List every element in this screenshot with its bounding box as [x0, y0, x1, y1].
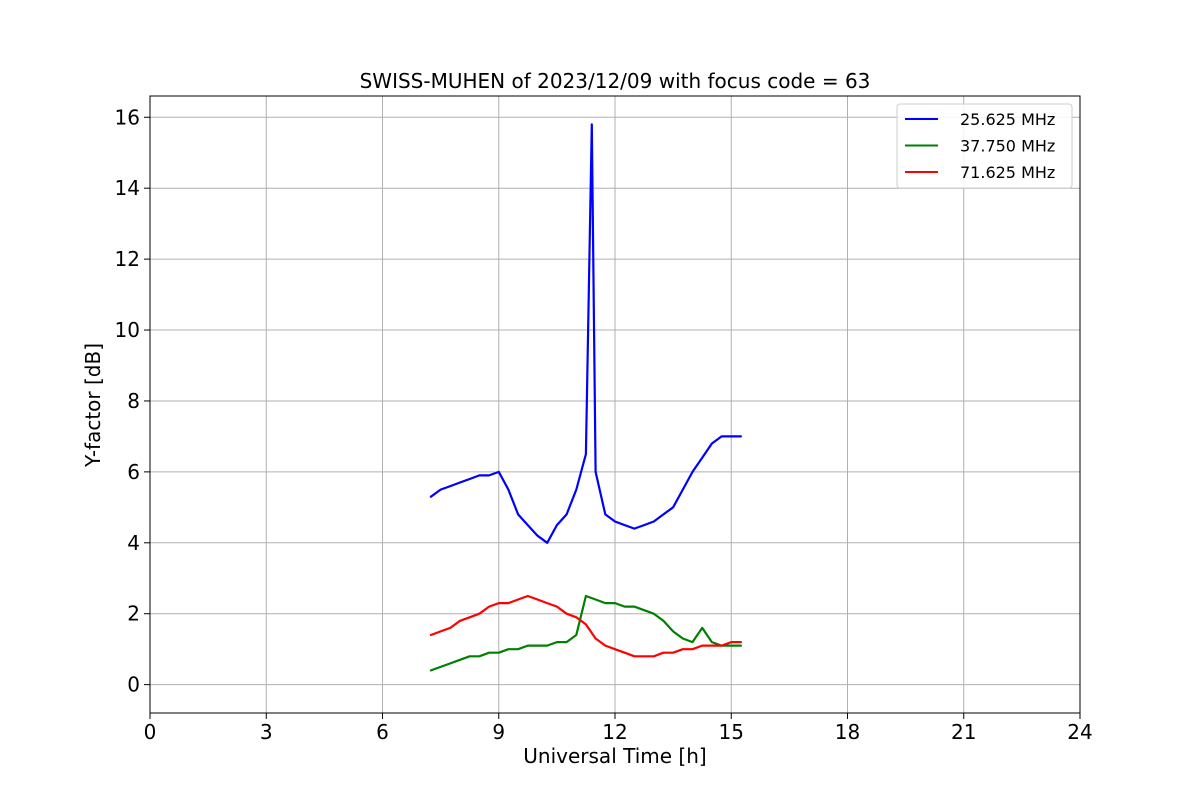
y-tick-label: 14 — [115, 176, 140, 200]
x-axis-label: Universal Time [h] — [523, 744, 706, 768]
series-layer — [429, 123, 743, 672]
x-tick-label: 15 — [719, 720, 744, 744]
y-tick-label: 10 — [115, 318, 140, 342]
y-tick-label: 6 — [127, 460, 140, 484]
y-tick-label: 0 — [127, 673, 140, 697]
x-tick-label: 18 — [835, 720, 860, 744]
y-tick-label: 2 — [127, 602, 140, 626]
y-tick-label: 12 — [115, 247, 140, 271]
y-tick-label: 16 — [115, 105, 140, 129]
series-line-1 — [429, 123, 743, 544]
legend-label-2: 37.750 MHz — [960, 137, 1055, 156]
legend-box — [896, 103, 1073, 189]
x-tick-label: 21 — [951, 720, 976, 744]
x-tick-label: 0 — [144, 720, 157, 744]
x-tick-label: 9 — [492, 720, 505, 744]
y-tick-label: 4 — [127, 531, 140, 555]
x-axis: 0 3 6 9 12 15 18 21 24 — [144, 713, 1093, 744]
legend-entries: 25.625 MHz 37.750 MHz 71.625 MHz — [905, 110, 1055, 182]
x-tick-label: 12 — [602, 720, 627, 744]
x-tick-label: 6 — [376, 720, 389, 744]
series-line-3 — [429, 594, 743, 658]
x-tick-label: 3 — [260, 720, 273, 744]
x-tick-label: 24 — [1067, 720, 1092, 744]
grid — [149, 96, 1081, 713]
y-tick-label: 8 — [127, 389, 140, 413]
legend-label-1: 25.625 MHz — [960, 110, 1055, 129]
series-line-2 — [429, 594, 743, 672]
y-axis-label: Y-factor [dB] — [81, 343, 105, 468]
chart-title: SWISS-MUHEN of 2023/12/09 with focus cod… — [360, 69, 871, 93]
legend: 25.625 MHz 37.750 MHz 71.625 MHz — [896, 103, 1073, 189]
y-axis: 0 2 4 6 8 10 12 14 16 — [115, 105, 150, 697]
legend-label-3: 71.625 MHz — [960, 163, 1055, 182]
